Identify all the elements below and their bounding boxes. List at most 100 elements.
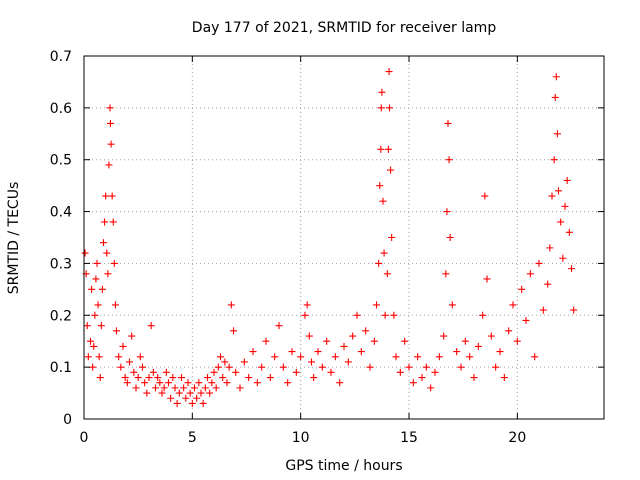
data-point — [245, 374, 253, 382]
data-point — [141, 379, 149, 387]
data-point — [171, 384, 179, 392]
data-point — [175, 389, 183, 397]
data-point — [565, 228, 573, 236]
data-point — [108, 192, 116, 200]
data-point — [457, 363, 465, 371]
data-point — [344, 358, 352, 366]
y-tick-label: 0.6 — [50, 101, 72, 117]
data-point — [305, 332, 313, 340]
data-point — [221, 358, 229, 366]
data-point — [375, 259, 383, 267]
data-point — [443, 208, 451, 216]
data-point — [418, 374, 426, 382]
data-point — [492, 363, 500, 371]
data-point — [535, 259, 543, 267]
data-point — [559, 254, 567, 262]
data-point — [104, 270, 112, 278]
axis-ticks — [83, 55, 604, 420]
data-point — [496, 348, 504, 356]
data-point — [303, 301, 311, 309]
tick-labels: 0 5 10 15 20 0 0.1 0.2 0.3 0.4 0.5 0.6 0.7 — [50, 49, 527, 446]
data-point — [349, 332, 357, 340]
data-point — [110, 259, 118, 267]
data-point — [119, 342, 127, 350]
data-point — [568, 265, 575, 273]
data-point — [128, 332, 136, 340]
data-point — [405, 363, 413, 371]
x-tick-label: 10 — [292, 430, 310, 446]
data-point — [546, 244, 554, 252]
data-point — [392, 353, 400, 361]
data-point — [474, 342, 482, 350]
data-point — [386, 104, 393, 112]
data-point — [212, 384, 220, 392]
data-point — [201, 384, 209, 392]
data-point — [409, 379, 417, 387]
data-point — [184, 379, 192, 387]
data-point — [308, 358, 315, 366]
data-point — [357, 348, 365, 356]
data-point — [385, 68, 393, 76]
data-point — [544, 280, 552, 288]
data-point — [117, 363, 125, 371]
data-point — [134, 374, 142, 382]
data-point — [167, 394, 175, 402]
data-point — [208, 379, 216, 387]
data-point — [453, 348, 461, 356]
data-point — [370, 337, 378, 345]
data-point — [219, 374, 227, 382]
data-point — [461, 337, 469, 345]
data-point — [262, 337, 270, 345]
data-point — [160, 384, 168, 392]
data-point — [147, 322, 155, 330]
data-point — [448, 301, 456, 309]
data-point — [123, 379, 131, 387]
x-tick-label: 5 — [188, 430, 197, 446]
data-point — [431, 368, 439, 376]
data-point — [103, 249, 111, 257]
x-tick-label: 15 — [400, 430, 418, 446]
data-point — [390, 311, 398, 319]
data-point — [483, 275, 491, 283]
data-point — [249, 348, 257, 356]
data-point — [446, 234, 454, 241]
data-point — [331, 353, 339, 361]
data-point — [388, 234, 396, 241]
data-point — [89, 363, 97, 371]
data-point — [91, 311, 99, 319]
data-point — [479, 311, 487, 319]
data-point — [505, 327, 513, 335]
plot-frame — [83, 55, 605, 420]
data-point — [378, 88, 386, 96]
data-point — [481, 192, 489, 200]
data-point — [162, 368, 170, 376]
data-point — [377, 145, 385, 153]
data-point — [353, 311, 361, 319]
data-point — [154, 374, 162, 382]
data-point — [318, 363, 326, 371]
data-point — [169, 374, 177, 382]
data-point — [92, 275, 100, 283]
data-point — [531, 353, 539, 361]
x-tick-label: 20 — [508, 430, 526, 446]
data-point — [136, 353, 144, 361]
data-point — [180, 384, 188, 392]
data-point — [422, 363, 430, 371]
data-point — [381, 311, 389, 319]
data-point — [106, 119, 114, 127]
data-point — [107, 140, 115, 148]
data-point — [88, 285, 96, 293]
data-point — [102, 192, 110, 200]
y-tick-label: 0.3 — [50, 256, 72, 272]
data-point — [186, 389, 194, 397]
data-point — [366, 363, 374, 371]
data-point — [435, 353, 443, 361]
data-point — [178, 374, 185, 382]
data-point — [444, 119, 452, 127]
data-point — [539, 306, 547, 314]
data-point — [210, 368, 218, 376]
data-point — [401, 337, 409, 345]
data-point — [275, 322, 283, 330]
data-point — [113, 327, 120, 335]
